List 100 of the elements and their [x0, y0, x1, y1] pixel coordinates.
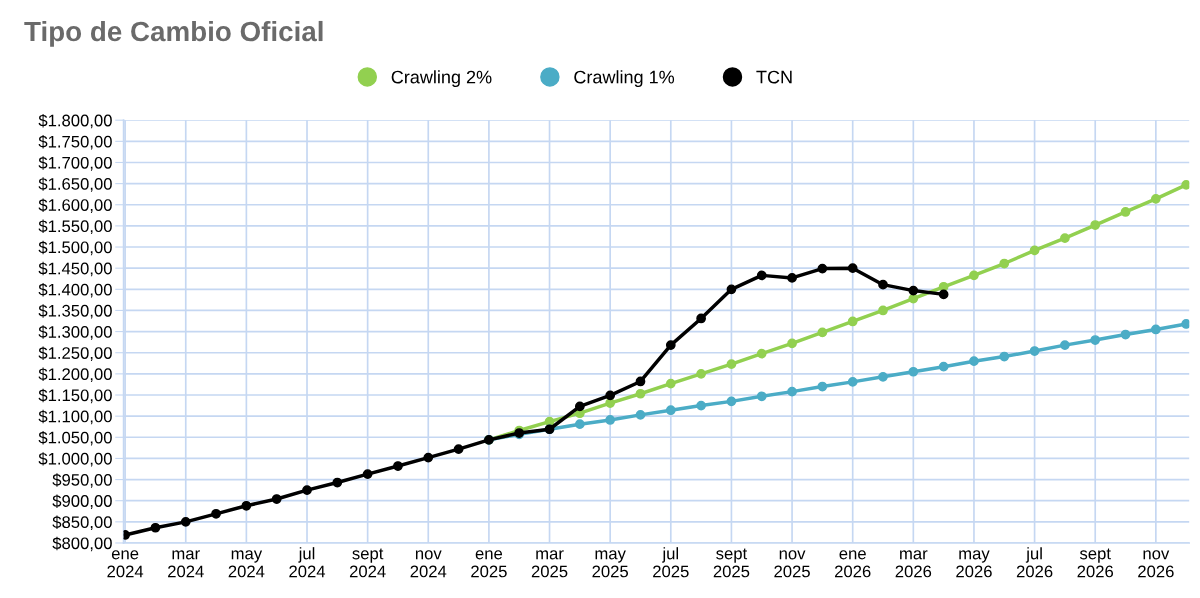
- point: [241, 500, 252, 511]
- x-tick-label: may 2024: [228, 550, 265, 578]
- x-tick-label: sept 2024: [349, 548, 386, 578]
- point: [878, 305, 888, 316]
- y-tick-label: $800,00: [52, 536, 112, 552]
- point: [1150, 324, 1161, 335]
- x-tick-label: sept 2026: [1077, 548, 1114, 578]
- point: [1120, 207, 1131, 217]
- point: [817, 381, 828, 392]
- point: [211, 508, 221, 519]
- point: [999, 351, 1010, 362]
- point: [332, 477, 343, 488]
- point: [726, 284, 737, 295]
- point: [938, 281, 949, 292]
- point: [574, 419, 585, 430]
- point: [878, 371, 888, 382]
- point: [1181, 319, 1190, 329]
- point: [1029, 245, 1040, 256]
- point: [150, 522, 161, 533]
- y-tick-label: $1.600,00: [38, 198, 112, 213]
- point: [969, 270, 979, 281]
- point: [969, 356, 979, 367]
- point: [605, 398, 616, 408]
- point: [1181, 180, 1190, 190]
- x-tick-label: jul 2026: [1016, 547, 1053, 578]
- x-tick-label: ene 2025: [471, 550, 507, 578]
- point: [605, 390, 616, 401]
- point: [423, 452, 434, 463]
- x-tick-label: nov 2025: [774, 550, 810, 578]
- y-tick-label: $1.500,00: [38, 240, 112, 256]
- point: [1060, 233, 1070, 244]
- x-tick-label: jul 2024: [289, 547, 326, 578]
- point: [1090, 335, 1101, 345]
- point: [665, 340, 676, 350]
- point: [635, 388, 646, 399]
- y-tick-label: $1.050,00: [38, 430, 112, 446]
- legend-label: Crawling 2%: [391, 70, 492, 88]
- point: [180, 516, 191, 527]
- point: [605, 415, 616, 425]
- y-tick-label: $1.000,00: [38, 452, 112, 467]
- point: [938, 289, 949, 300]
- point: [393, 461, 403, 471]
- point: [878, 279, 888, 290]
- point: [847, 263, 858, 274]
- y-tick-label: $1.550,00: [38, 219, 112, 235]
- point: [787, 273, 797, 283]
- x-tick-label: ene 2024: [107, 550, 144, 578]
- y-tick-label: $1.300,00: [38, 325, 112, 340]
- point: [635, 376, 646, 387]
- y-tick-label: $1.700,00: [38, 156, 112, 171]
- point: [362, 469, 373, 479]
- point: [696, 313, 706, 324]
- point: [726, 396, 737, 407]
- y-tick-label: $1.800,00: [38, 113, 112, 129]
- point: [908, 293, 919, 304]
- point: [696, 400, 706, 411]
- point: [756, 348, 767, 359]
- y-tick-label: $1.150,00: [38, 388, 112, 404]
- x-tick-label: jul 2025: [653, 547, 689, 578]
- x-tick-label: ene 2026: [835, 550, 871, 578]
- point: [665, 378, 676, 389]
- point: [574, 401, 585, 412]
- point: [908, 285, 919, 296]
- point: [817, 263, 828, 274]
- y-tick-label: $1.750,00: [38, 135, 112, 150]
- point: [1150, 193, 1161, 204]
- point: [938, 361, 949, 372]
- point: [999, 258, 1010, 269]
- y-tick-label: $1.450,00: [38, 261, 112, 277]
- point: [847, 316, 858, 327]
- point: [787, 338, 797, 349]
- point: [1029, 346, 1040, 356]
- x-tick-label: nov 2024: [410, 550, 447, 578]
- point: [302, 485, 312, 495]
- point: [271, 494, 282, 504]
- legend-label: Crawling 1%: [574, 70, 675, 88]
- point: [908, 366, 919, 377]
- point: [787, 386, 797, 397]
- point: [1060, 340, 1070, 350]
- y-tick-label: $1.200,00: [38, 367, 112, 383]
- y-tick-label: $850,00: [52, 515, 112, 531]
- x-tick-label: sept 2025: [713, 548, 750, 578]
- chart-title: Tipo de Cambio Oficial: [24, 20, 323, 47]
- x-tick-label: mar 2026: [895, 550, 932, 578]
- y-tick-label: $900,00: [52, 494, 112, 509]
- x-tick-label: nov 2026: [1138, 550, 1174, 578]
- point: [1090, 220, 1101, 230]
- point: [847, 377, 858, 387]
- x-tick-label: mar 2025: [531, 550, 568, 578]
- point: [756, 391, 767, 402]
- point: [453, 444, 464, 454]
- y-tick-label: $1.400,00: [38, 283, 112, 298]
- point: [696, 369, 706, 379]
- point: [635, 410, 646, 420]
- y-tick-label: $1.100,00: [38, 409, 112, 425]
- x-tick-label: may 2025: [592, 550, 629, 578]
- y-tick-label: $1.350,00: [38, 304, 112, 319]
- y-tick-label: $1.650,00: [38, 177, 112, 192]
- point: [817, 327, 828, 338]
- y-tick-label: $950,00: [52, 473, 112, 488]
